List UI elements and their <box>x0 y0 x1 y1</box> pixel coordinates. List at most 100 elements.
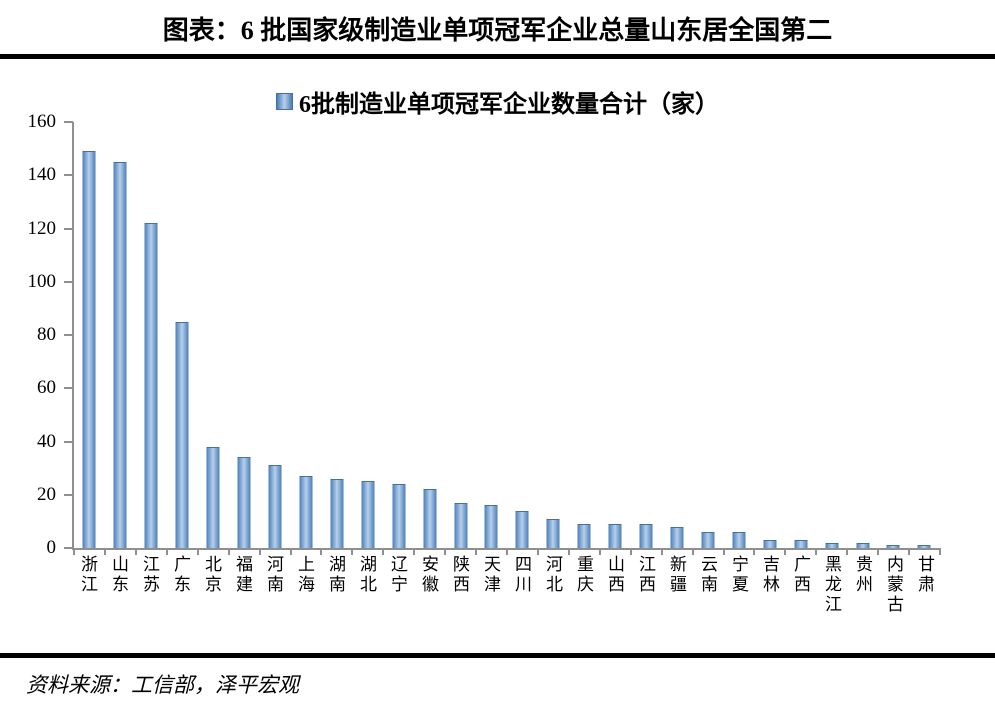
x-axis-label: 黑龙江 <box>822 555 841 615</box>
bar <box>886 545 900 548</box>
x-tick-mark <box>475 548 478 555</box>
bar-column <box>569 122 600 548</box>
x-tick-mark <box>722 548 725 555</box>
bar <box>763 540 777 548</box>
bar-column <box>105 122 136 548</box>
y-tick-label: 20 <box>37 483 56 505</box>
bar-column <box>260 122 291 548</box>
x-label-cell: 云南 <box>692 555 723 595</box>
x-axis-label: 内蒙古 <box>884 555 903 615</box>
x-tick-mark <box>846 548 849 555</box>
bar <box>917 545 931 548</box>
x-axis-label: 天津 <box>481 555 500 595</box>
bar <box>237 457 251 548</box>
x-axis-labels: 浙江 山东 江苏 广东 北京 福建 河南 上海 湖南 湖北 辽宁 安徽 陕西 天津 四川 河北 重庆 山西 江西 新疆… <box>72 555 940 643</box>
x-label-cell: 湖南 <box>320 555 351 595</box>
x-label-cell: 黑龙江 <box>816 555 847 615</box>
x-label-cell: 福建 <box>227 555 258 595</box>
x-axis-label: 陕西 <box>450 555 469 595</box>
bar-column <box>352 122 383 548</box>
x-tick-mark <box>784 548 787 555</box>
y-tick-mark <box>64 280 73 283</box>
title-divider-rule <box>0 54 995 59</box>
x-tick-mark <box>506 548 508 555</box>
x-label-cell: 内蒙古 <box>878 555 909 615</box>
bar <box>454 502 468 548</box>
x-tick-mark <box>289 548 292 555</box>
x-axis-label: 甘肃 <box>915 555 934 595</box>
x-axis-label: 贵州 <box>853 555 872 595</box>
bar-column <box>878 122 909 548</box>
x-label-cell: 山东 <box>103 555 134 595</box>
x-axis-label: 浙江 <box>78 555 97 595</box>
x-tick-mark <box>227 548 230 555</box>
x-tick-mark <box>103 548 106 555</box>
x-axis-label: 江苏 <box>140 555 159 595</box>
bar-column <box>723 122 754 548</box>
bar-column <box>198 122 229 548</box>
y-tick-label: 80 <box>37 324 56 345</box>
bar <box>639 524 653 548</box>
x-axis-label: 湖北 <box>357 555 376 595</box>
bar-column <box>383 122 414 548</box>
bar-column <box>847 122 878 548</box>
x-tick-mark <box>598 548 601 555</box>
bar-column <box>445 122 476 548</box>
bar-column <box>754 122 785 548</box>
y-tick-label: 60 <box>37 377 56 399</box>
x-axis-label: 云南 <box>698 555 717 595</box>
plot-area: 0 20 40 60 80 100 120 140 160 <box>28 112 941 558</box>
x-label-cell: 浙江 <box>72 555 103 595</box>
bar <box>577 524 591 548</box>
bar <box>423 489 437 548</box>
x-label-cell: 上海 <box>289 555 320 595</box>
x-tick-mark <box>382 548 385 555</box>
bar-column <box>692 122 723 548</box>
source-note: 资料来源：工信部，泽平宏观 <box>26 673 299 697</box>
bar <box>608 524 622 548</box>
bar <box>82 151 96 548</box>
bar <box>392 484 406 548</box>
x-tick-mark <box>939 548 941 555</box>
bar-column <box>507 122 538 548</box>
x-axis-label: 辽宁 <box>388 555 407 595</box>
x-tick-mark <box>815 548 818 555</box>
footer-divider-rule <box>0 653 995 658</box>
x-label-cell: 湖北 <box>351 555 382 595</box>
x-axis-label: 广西 <box>791 555 810 595</box>
y-tick-mark <box>64 547 73 549</box>
bar-column <box>909 122 940 548</box>
x-axis-label: 新疆 <box>667 555 686 595</box>
y-tick-label: 0 <box>46 537 57 558</box>
bar-column <box>136 122 167 548</box>
x-tick-mark <box>165 548 168 555</box>
x-axis-label: 广东 <box>171 555 190 595</box>
bar <box>144 223 158 548</box>
bar-column <box>229 122 260 548</box>
x-tick-mark <box>660 548 663 555</box>
x-tick-mark <box>908 548 911 555</box>
x-axis-label: 湖南 <box>326 555 345 595</box>
bar <box>330 478 344 548</box>
x-axis-label: 四川 <box>512 555 531 595</box>
bar-column <box>74 122 105 548</box>
x-label-cell: 重庆 <box>568 555 599 595</box>
bar <box>268 465 282 548</box>
x-tick-mark <box>567 548 570 555</box>
bar-column <box>816 122 847 548</box>
chart-legend: 6批制造业单项冠军企业数量合计（家） <box>0 86 995 118</box>
x-tick-mark <box>629 548 632 555</box>
bar <box>299 476 313 548</box>
plot-columns <box>74 122 940 548</box>
x-label-cell: 甘肃 <box>909 555 940 595</box>
x-axis-label: 安徽 <box>419 555 438 595</box>
x-tick-mark <box>320 548 323 555</box>
x-axis-label: 江西 <box>636 555 655 595</box>
x-axis-label: 重庆 <box>574 555 593 595</box>
y-tick-label: 100 <box>27 270 57 292</box>
x-axis-label: 河北 <box>543 555 562 595</box>
y-tick-label: 40 <box>37 430 56 452</box>
x-label-cell: 宁夏 <box>723 555 754 595</box>
page-title: 图表：6 批国家级制造业单项冠军企业总量山东居全国第二 <box>162 16 833 45</box>
